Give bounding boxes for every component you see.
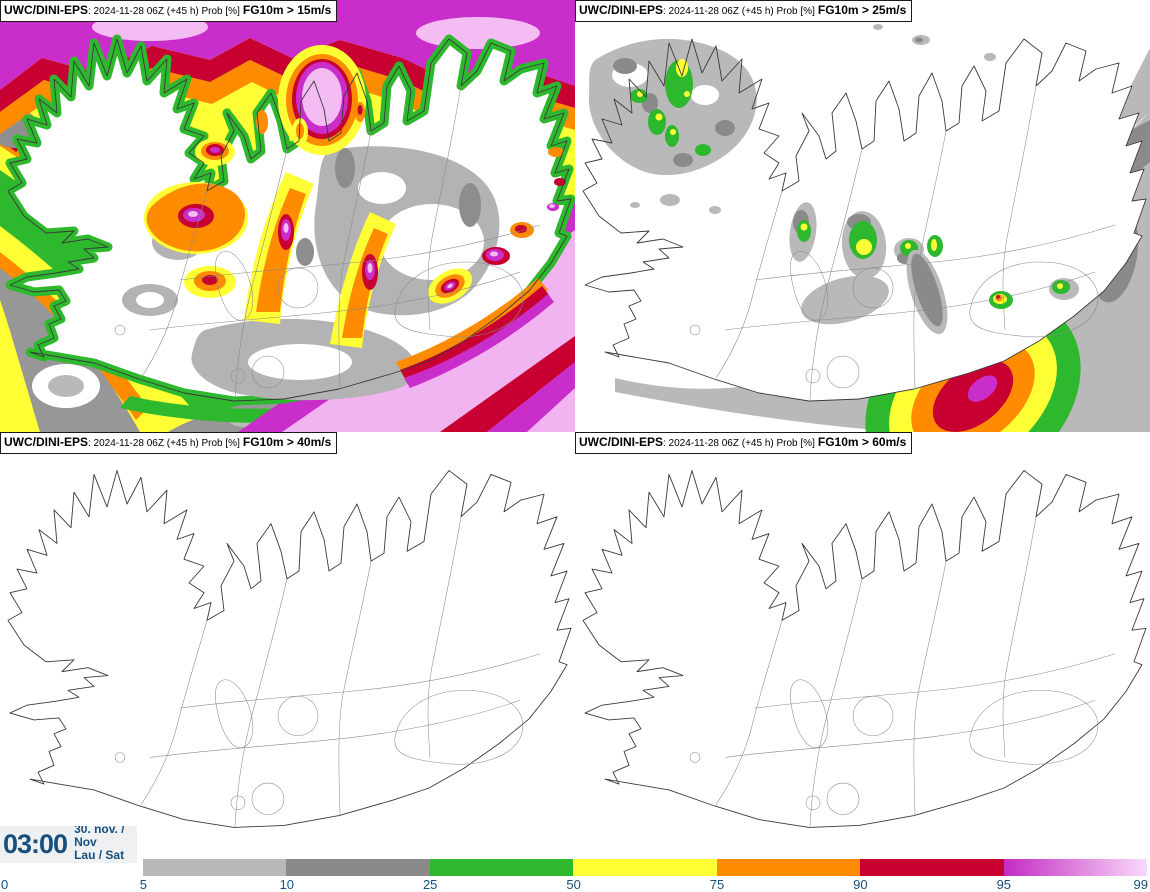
model-name: UWC/DINI-EPS [579,435,663,449]
colorbar-tick-50: 50 [566,877,581,892]
panel-fg10m-40ms: UWC/DINI-EPS: 2024-11-28 06Z (+45 h) Pro… [0,432,575,858]
valid-date-line3: Lau / Sat [74,848,125,862]
colorbar-segment-95-99 [1003,859,1147,876]
colorbar-tick-99: 99 [1133,877,1148,892]
colorbar-footer: 0 5 10 25 50 75 90 95 99 [0,858,1150,892]
run-details: : 2024-11-28 06Z (+45 h) Prob [%] [88,438,240,449]
valid-date: 30. nóv. / Nov Lau / Sat [74,826,124,863]
colorbar-tick-90: 90 [853,877,868,892]
threshold-label: FG10m > 25m/s [817,3,907,17]
run-details: : 2024-11-28 06Z (+45 h) Prob [%] [88,6,240,17]
colorbar-tick-95: 95 [996,877,1012,892]
probability-map-60ms [575,432,1150,858]
model-name: UWC/DINI-EPS [579,3,663,17]
threshold-label: FG10m > 60m/s [817,435,907,449]
colorbar-segment-75-90 [716,859,861,876]
probability-map-40ms [0,432,575,858]
colorbar-segment-90-95 [860,859,1004,876]
model-name: UWC/DINI-EPS [4,3,88,17]
colorbar-tick-5: 5 [139,877,148,892]
colorbar-segment-50-75 [573,859,717,876]
colorbar-tick-25: 25 [422,877,438,892]
panel-fg10m-60ms: UWC/DINI-EPS: 2024-11-28 06Z (+45 h) Pro… [575,432,1150,858]
probability-field-25ms [575,0,1150,432]
colorbar-tick-75: 75 [709,877,725,892]
valid-time-block: 03:00 30. nóv. / Nov Lau / Sat [0,826,137,863]
valid-time: 03:00 [3,829,68,859]
model-name: UWC/DINI-EPS [4,435,88,449]
panel-fg10m-15ms: UWC/DINI-EPS: 2024-11-28 06Z (+45 h) Pro… [0,0,575,432]
colorbar-segment-10-25 [286,859,430,876]
probability-colorbar [143,859,1147,876]
probability-map-15ms [0,0,575,432]
threshold-label: FG10m > 15m/s [242,3,332,17]
panel-fg10m-25ms: UWC/DINI-EPS: 2024-11-28 06Z (+45 h) Pro… [575,0,1150,432]
panel-title-40ms: UWC/DINI-EPS: 2024-11-28 06Z (+45 h) Pro… [0,432,338,454]
colorbar-segment-5-10 [143,859,287,876]
panel-title-60ms: UWC/DINI-EPS: 2024-11-28 06Z (+45 h) Pro… [575,432,913,454]
panel-title-25ms: UWC/DINI-EPS: 2024-11-28 06Z (+45 h) Pro… [575,0,913,22]
colorbar-segment-25-50 [429,859,574,876]
threshold-label: FG10m > 40m/s [242,435,332,449]
run-details: : 2024-11-28 06Z (+45 h) Prob [%] [663,438,815,449]
panel-title-15ms: UWC/DINI-EPS: 2024-11-28 06Z (+45 h) Pro… [0,0,338,22]
valid-date-line1: 30. nóv. / [74,826,125,836]
colorbar-tick-10: 10 [279,877,295,892]
probability-map-25ms [575,0,1150,432]
run-details: : 2024-11-28 06Z (+45 h) Prob [%] [663,6,815,17]
colorbar-tick-0: 0 [1,877,9,892]
probability-field-15ms [0,0,575,432]
valid-date-line2: Nov [74,835,97,849]
